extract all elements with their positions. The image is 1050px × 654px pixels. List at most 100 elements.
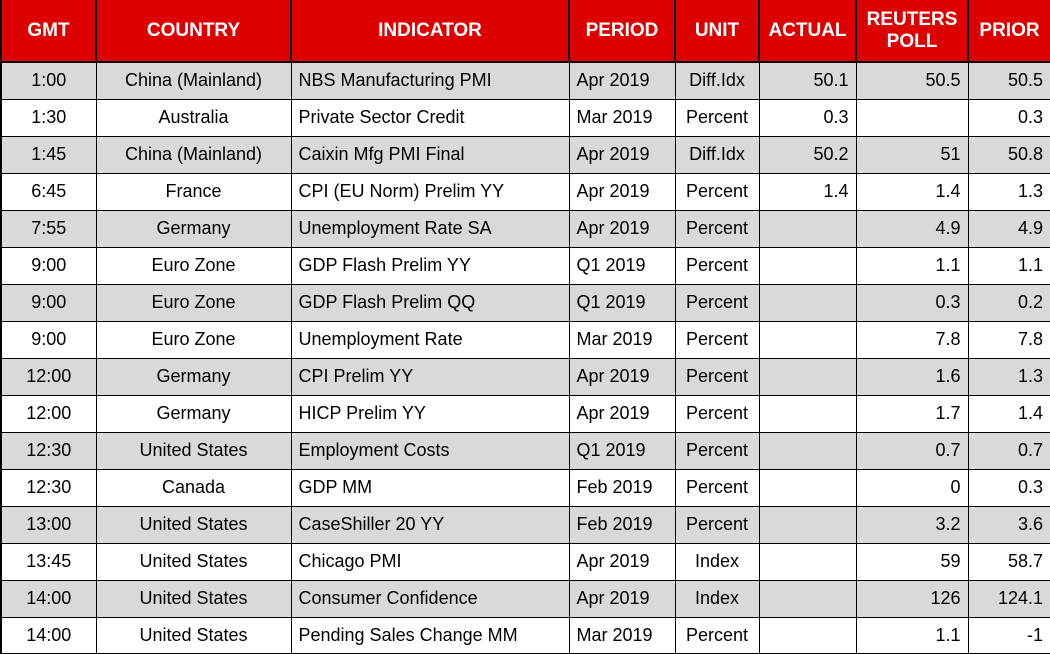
cell-country: United States [95, 616, 292, 654]
cell-indicator: HICP Prelim YY [290, 394, 570, 433]
cell-poll: 50.5 [855, 61, 969, 100]
cell-period: Feb 2019 [568, 468, 676, 507]
cell-country: Euro Zone [95, 246, 292, 285]
cell-actual [758, 209, 857, 248]
cell-actual [758, 505, 857, 544]
cell-actual [758, 542, 857, 581]
cell-country: Germany [95, 394, 292, 433]
cell-country: China (Mainland) [95, 135, 292, 174]
cell-period: Apr 2019 [568, 357, 676, 396]
table-row: 1:45 China (Mainland) Caixin Mfg PMI Final… [0, 135, 1050, 174]
cell-unit: Index [674, 542, 760, 581]
cell-indicator: GDP Flash Prelim QQ [290, 283, 570, 322]
table-body: 1:00 China (Mainland) NBS Manufacturing PM… [0, 61, 1050, 654]
col-header-gmt: GMT [0, 0, 97, 63]
cell-period: Apr 2019 [568, 394, 676, 433]
cell-unit: Percent [674, 209, 760, 248]
cell-poll: 1.1 [855, 246, 969, 285]
cell-poll: 3.2 [855, 505, 969, 544]
cell-prior: 0.2 [967, 283, 1050, 322]
cell-actual [758, 394, 857, 433]
cell-indicator: Consumer Confidence [290, 579, 570, 618]
cell-period: Feb 2019 [568, 505, 676, 544]
cell-unit: Percent [674, 616, 760, 654]
cell-poll: 51 [855, 135, 969, 174]
cell-country: Germany [95, 357, 292, 396]
cell-poll: 1.1 [855, 616, 969, 654]
cell-country: Germany [95, 209, 292, 248]
cell-period: Mar 2019 [568, 98, 676, 137]
table-row: 6:45 France CPI (EU Norm) Prelim YY Apr 201… [0, 172, 1050, 211]
cell-poll: 7.8 [855, 320, 969, 359]
cell-prior: 7.8 [967, 320, 1050, 359]
cell-period: Q1 2019 [568, 431, 676, 470]
table-row: 12:30 United States Employment Costs Q1 201… [0, 431, 1050, 470]
cell-actual [758, 320, 857, 359]
cell-actual: 50.2 [758, 135, 857, 174]
cell-period: Apr 2019 [568, 172, 676, 211]
cell-unit: Percent [674, 431, 760, 470]
cell-unit: Index [674, 579, 760, 618]
cell-country: Australia [95, 98, 292, 137]
col-header-indicator: INDICATOR [290, 0, 570, 63]
cell-actual [758, 579, 857, 618]
cell-period: Apr 2019 [568, 209, 676, 248]
cell-gmt: 12:00 [0, 357, 97, 396]
table-row: 14:00 United States Consumer Confidence Apr… [0, 579, 1050, 618]
cell-gmt: 13:45 [0, 542, 97, 581]
table-row: 14:00 United States Pending Sales Change M… [0, 616, 1050, 654]
cell-actual: 0.3 [758, 98, 857, 137]
cell-gmt: 9:00 [0, 283, 97, 322]
cell-actual [758, 616, 857, 654]
cell-indicator: Chicago PMI [290, 542, 570, 581]
cell-gmt: 1:30 [0, 98, 97, 137]
col-header-actual: ACTUAL [758, 0, 857, 63]
cell-indicator: Pending Sales Change MM [290, 616, 570, 654]
cell-unit: Percent [674, 98, 760, 137]
table-row: 9:00 Euro Zone GDP Flash Prelim YY Q1 2019 P… [0, 246, 1050, 285]
cell-poll: 1.4 [855, 172, 969, 211]
cell-prior: 1.4 [967, 394, 1050, 433]
cell-prior: -1 [967, 616, 1050, 654]
cell-prior: 1.3 [967, 357, 1050, 396]
cell-unit: Percent [674, 172, 760, 211]
cell-gmt: 9:00 [0, 320, 97, 359]
cell-indicator: CaseShiller 20 YY [290, 505, 570, 544]
cell-actual [758, 431, 857, 470]
cell-unit: Percent [674, 246, 760, 285]
cell-period: Apr 2019 [568, 542, 676, 581]
table-row: 7:55 Germany Unemployment Rate SA Apr 2019 P… [0, 209, 1050, 248]
cell-indicator: NBS Manufacturing PMI [290, 61, 570, 100]
cell-period: Mar 2019 [568, 616, 676, 654]
cell-prior: 50.8 [967, 135, 1050, 174]
cell-gmt: 1:00 [0, 61, 97, 100]
cell-indicator: Employment Costs [290, 431, 570, 470]
cell-prior: 0.3 [967, 98, 1050, 137]
cell-gmt: 12:30 [0, 431, 97, 470]
cell-unit: Percent [674, 468, 760, 507]
cell-poll: 1.7 [855, 394, 969, 433]
cell-country: France [95, 172, 292, 211]
table-row: 9:00 Euro Zone GDP Flash Prelim QQ Q1 2019 P… [0, 283, 1050, 322]
cell-poll: 126 [855, 579, 969, 618]
cell-poll: 4.9 [855, 209, 969, 248]
cell-gmt: 14:00 [0, 616, 97, 654]
cell-prior: 3.6 [967, 505, 1050, 544]
cell-period: Apr 2019 [568, 135, 676, 174]
cell-country: Canada [95, 468, 292, 507]
cell-actual: 1.4 [758, 172, 857, 211]
cell-period: Apr 2019 [568, 579, 676, 618]
cell-prior: 1.3 [967, 172, 1050, 211]
col-header-period: PERIOD [568, 0, 676, 63]
table-row: 1:30 Australia Private Sector Credit Mar 20… [0, 98, 1050, 137]
cell-poll: 0.3 [855, 283, 969, 322]
cell-prior: 0.7 [967, 431, 1050, 470]
cell-gmt: 1:45 [0, 135, 97, 174]
table-row: 9:00 Euro Zone Unemployment Rate Mar 2019 Pe… [0, 320, 1050, 359]
cell-period: Q1 2019 [568, 246, 676, 285]
col-header-poll: REUTERS POLL [855, 0, 969, 63]
cell-period: Mar 2019 [568, 320, 676, 359]
cell-gmt: 7:55 [0, 209, 97, 248]
cell-country: China (Mainland) [95, 61, 292, 100]
cell-actual: 50.1 [758, 61, 857, 100]
